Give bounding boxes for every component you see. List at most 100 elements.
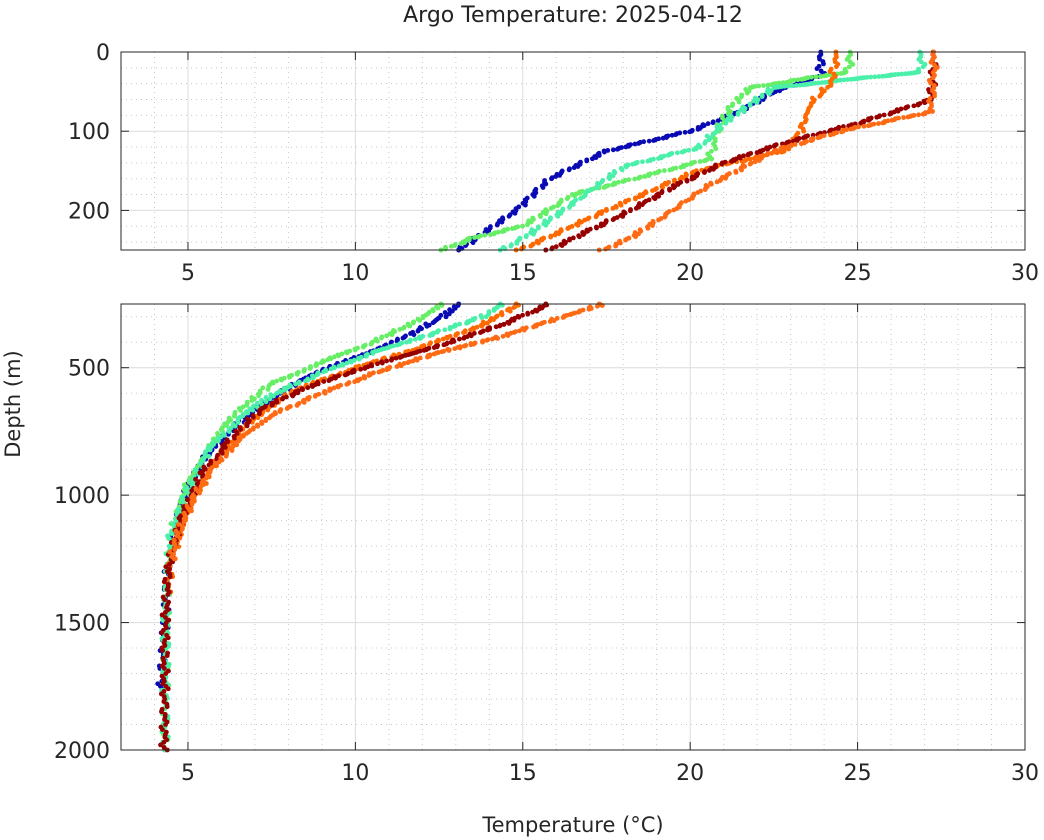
profile-point: [499, 229, 505, 234]
profile-point: [827, 69, 833, 74]
profile-point: [169, 530, 174, 536]
profile-point: [411, 332, 417, 338]
profile-point: [189, 488, 195, 494]
profile-point: [690, 195, 695, 201]
profile-point: [441, 342, 447, 348]
profile-point: [620, 179, 626, 185]
profile-point: [165, 592, 171, 597]
profile-point: [375, 338, 380, 344]
profile-point: [512, 210, 518, 216]
profile-point: [795, 77, 801, 83]
lower-panel: 5 10 15 20 25 30 500 1000 1500 2000: [54, 301, 1039, 786]
profile-point: [765, 147, 770, 152]
profile-point: [255, 415, 261, 421]
profile-point: [271, 393, 276, 399]
profile-point: [358, 366, 364, 372]
profile-point: [729, 158, 734, 164]
profile-point: [376, 369, 382, 375]
profile-point: [610, 173, 616, 179]
profile-point: [767, 91, 772, 96]
profile-point: [714, 179, 720, 185]
profile-point: [662, 214, 668, 220]
profile-point: [263, 399, 269, 405]
profile-point: [332, 354, 337, 360]
profile-point: [876, 121, 881, 126]
profile-point: [379, 335, 384, 341]
profile-point: [265, 386, 271, 392]
profile-point: [650, 188, 655, 194]
profile-point: [500, 333, 506, 339]
profile-point: [534, 308, 540, 314]
profile-point: [895, 108, 901, 114]
profile-point: [256, 393, 262, 399]
profile-point: [584, 158, 590, 164]
profile-point: [220, 450, 225, 456]
profile-point: [193, 476, 198, 482]
x-tick-label: 30: [1011, 761, 1039, 786]
profile-point: [778, 147, 784, 152]
profile-point: [449, 243, 454, 249]
profile-point: [182, 485, 188, 491]
profile-point: [620, 214, 626, 219]
profile-point: [585, 228, 590, 234]
profile-point: [903, 105, 908, 111]
profile-point: [683, 198, 689, 204]
profile-point: [161, 666, 167, 671]
profile-point: [752, 159, 758, 165]
profile-point: [876, 74, 882, 79]
profile-point: [506, 320, 512, 326]
profile-point: [420, 315, 426, 321]
profile-point: [531, 231, 536, 237]
profile-point: [765, 82, 771, 88]
profile-point: [739, 94, 744, 100]
profile-point: [349, 370, 355, 375]
profile-point: [244, 402, 250, 408]
profile-point: [555, 203, 561, 208]
profile-point: [293, 381, 298, 387]
profile-point: [468, 333, 474, 339]
profile-point: [161, 739, 167, 745]
profile-point: [603, 246, 608, 252]
profile-point: [226, 429, 232, 434]
profile-point: [489, 336, 495, 342]
profile-point: [610, 205, 616, 211]
profile-point: [158, 742, 163, 748]
profile-point: [161, 579, 167, 585]
profile-point: [349, 359, 354, 365]
profile-point: [480, 339, 485, 345]
profile-point: [531, 324, 536, 330]
profile-point: [260, 385, 266, 391]
profile-point: [484, 320, 490, 326]
profile-point: [599, 211, 604, 216]
profile-point: [713, 146, 719, 152]
profile-point: [310, 375, 316, 381]
profile-point: [706, 137, 712, 143]
profile-point: [483, 314, 489, 320]
profile-point: [815, 135, 821, 141]
profile-point: [691, 147, 697, 152]
profile-point: [617, 240, 623, 246]
profile-point: [718, 126, 724, 132]
profile-point: [295, 390, 301, 396]
profile-point: [630, 161, 636, 167]
profile-point: [747, 85, 753, 91]
profile-point: [773, 149, 778, 155]
profile-point: [229, 448, 235, 453]
profile-point: [901, 115, 907, 120]
profile-point: [444, 335, 450, 341]
profile-point: [209, 443, 214, 449]
profile-point: [678, 164, 684, 170]
profile-series-1: [456, 49, 828, 253]
profile-point: [536, 225, 541, 231]
profile-point: [165, 635, 171, 641]
profile-point: [920, 111, 926, 117]
profile-point: [451, 324, 457, 329]
profile-point: [389, 332, 395, 338]
profile-point: [511, 317, 517, 323]
profile-point: [167, 574, 173, 580]
profile-point: [453, 332, 459, 338]
profile-point: [686, 147, 692, 153]
profile-point: [623, 199, 628, 205]
profile-point: [333, 375, 338, 381]
profile-series-3: [497, 49, 928, 253]
